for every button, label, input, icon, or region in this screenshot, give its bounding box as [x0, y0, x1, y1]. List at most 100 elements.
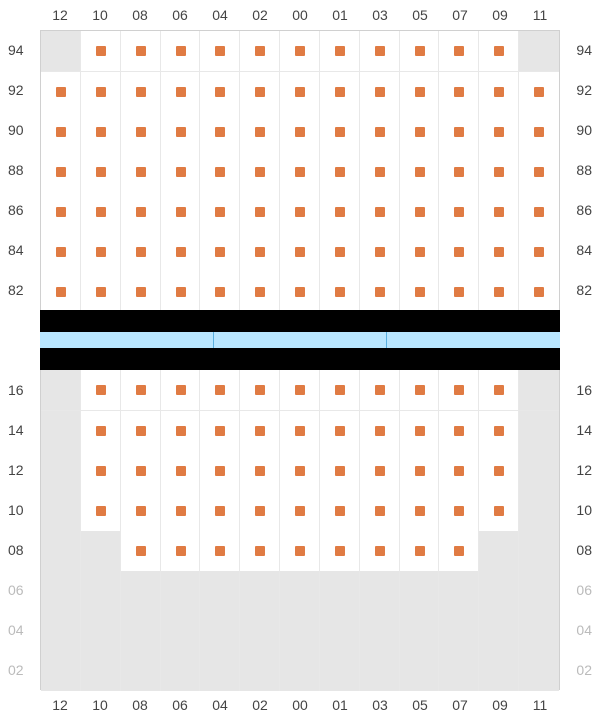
- seat-cell[interactable]: [161, 192, 201, 232]
- seat-cell[interactable]: [240, 31, 280, 71]
- seat-cell[interactable]: [439, 531, 479, 571]
- seat-cell[interactable]: [439, 272, 479, 312]
- seat-cell[interactable]: [479, 411, 519, 451]
- seat-cell[interactable]: [479, 72, 519, 112]
- seat-cell[interactable]: [121, 491, 161, 531]
- seat-cell[interactable]: [479, 112, 519, 152]
- seat-cell[interactable]: [479, 31, 519, 71]
- seat-cell[interactable]: [240, 152, 280, 192]
- seat-cell[interactable]: [41, 152, 81, 192]
- seat-cell[interactable]: [360, 192, 400, 232]
- seat-cell[interactable]: [320, 31, 360, 71]
- seat-cell[interactable]: [280, 370, 320, 410]
- seat-cell[interactable]: [161, 31, 201, 71]
- seat-cell[interactable]: [161, 451, 201, 491]
- seat-cell[interactable]: [439, 112, 479, 152]
- seat-cell[interactable]: [519, 72, 559, 112]
- seat-cell[interactable]: [280, 112, 320, 152]
- seat-cell[interactable]: [81, 272, 121, 312]
- seat-cell[interactable]: [81, 192, 121, 232]
- seat-cell[interactable]: [519, 192, 559, 232]
- seat-cell[interactable]: [360, 451, 400, 491]
- seat-cell[interactable]: [439, 152, 479, 192]
- seat-cell[interactable]: [81, 31, 121, 71]
- seat-cell[interactable]: [280, 272, 320, 312]
- seat-cell[interactable]: [81, 411, 121, 451]
- seat-cell[interactable]: [121, 411, 161, 451]
- seat-cell[interactable]: [240, 411, 280, 451]
- seat-cell[interactable]: [240, 451, 280, 491]
- seat-cell[interactable]: [121, 232, 161, 272]
- seat-cell[interactable]: [320, 72, 360, 112]
- seat-cell[interactable]: [121, 152, 161, 192]
- seat-cell[interactable]: [200, 451, 240, 491]
- seat-cell[interactable]: [400, 272, 440, 312]
- seat-cell[interactable]: [240, 232, 280, 272]
- seat-cell[interactable]: [200, 31, 240, 71]
- seat-cell[interactable]: [200, 491, 240, 531]
- seat-cell[interactable]: [439, 72, 479, 112]
- seat-cell[interactable]: [479, 370, 519, 410]
- seat-cell[interactable]: [81, 370, 121, 410]
- seat-cell[interactable]: [400, 531, 440, 571]
- seat-cell[interactable]: [240, 72, 280, 112]
- seat-cell[interactable]: [519, 152, 559, 192]
- seat-cell[interactable]: [439, 192, 479, 232]
- seat-cell[interactable]: [479, 272, 519, 312]
- seat-cell[interactable]: [200, 370, 240, 410]
- seat-cell[interactable]: [161, 531, 201, 571]
- seat-cell[interactable]: [320, 411, 360, 451]
- seat-cell[interactable]: [439, 232, 479, 272]
- seat-cell[interactable]: [240, 192, 280, 232]
- seat-cell[interactable]: [280, 491, 320, 531]
- seat-cell[interactable]: [121, 531, 161, 571]
- seat-cell[interactable]: [41, 192, 81, 232]
- seat-cell[interactable]: [320, 192, 360, 232]
- seat-cell[interactable]: [121, 370, 161, 410]
- seat-cell[interactable]: [81, 72, 121, 112]
- seat-cell[interactable]: [360, 272, 400, 312]
- seat-cell[interactable]: [121, 192, 161, 232]
- seat-cell[interactable]: [360, 411, 400, 451]
- seat-cell[interactable]: [161, 491, 201, 531]
- seat-cell[interactable]: [400, 491, 440, 531]
- seat-cell[interactable]: [400, 370, 440, 410]
- seat-cell[interactable]: [400, 232, 440, 272]
- seat-cell[interactable]: [200, 152, 240, 192]
- seat-cell[interactable]: [400, 451, 440, 491]
- seat-cell[interactable]: [320, 272, 360, 312]
- seat-cell[interactable]: [41, 232, 81, 272]
- seat-cell[interactable]: [240, 531, 280, 571]
- seat-cell[interactable]: [41, 112, 81, 152]
- seat-cell[interactable]: [360, 531, 400, 571]
- seat-cell[interactable]: [280, 451, 320, 491]
- seat-cell[interactable]: [400, 192, 440, 232]
- seat-cell[interactable]: [280, 31, 320, 71]
- seat-cell[interactable]: [280, 411, 320, 451]
- seat-cell[interactable]: [121, 112, 161, 152]
- seat-cell[interactable]: [200, 72, 240, 112]
- seat-cell[interactable]: [360, 232, 400, 272]
- seat-cell[interactable]: [240, 112, 280, 152]
- seat-cell[interactable]: [519, 232, 559, 272]
- seat-cell[interactable]: [400, 112, 440, 152]
- seat-cell[interactable]: [280, 152, 320, 192]
- seat-cell[interactable]: [200, 112, 240, 152]
- seat-cell[interactable]: [161, 152, 201, 192]
- seat-cell[interactable]: [161, 272, 201, 312]
- seat-cell[interactable]: [439, 491, 479, 531]
- seat-cell[interactable]: [519, 272, 559, 312]
- seat-cell[interactable]: [320, 491, 360, 531]
- seat-cell[interactable]: [121, 31, 161, 71]
- seat-cell[interactable]: [439, 411, 479, 451]
- seat-cell[interactable]: [320, 232, 360, 272]
- seat-cell[interactable]: [240, 491, 280, 531]
- seat-cell[interactable]: [81, 112, 121, 152]
- seat-cell[interactable]: [320, 152, 360, 192]
- seat-cell[interactable]: [479, 491, 519, 531]
- seat-cell[interactable]: [360, 72, 400, 112]
- seat-cell[interactable]: [81, 491, 121, 531]
- seat-cell[interactable]: [439, 451, 479, 491]
- seat-cell[interactable]: [360, 31, 400, 71]
- seat-cell[interactable]: [121, 272, 161, 312]
